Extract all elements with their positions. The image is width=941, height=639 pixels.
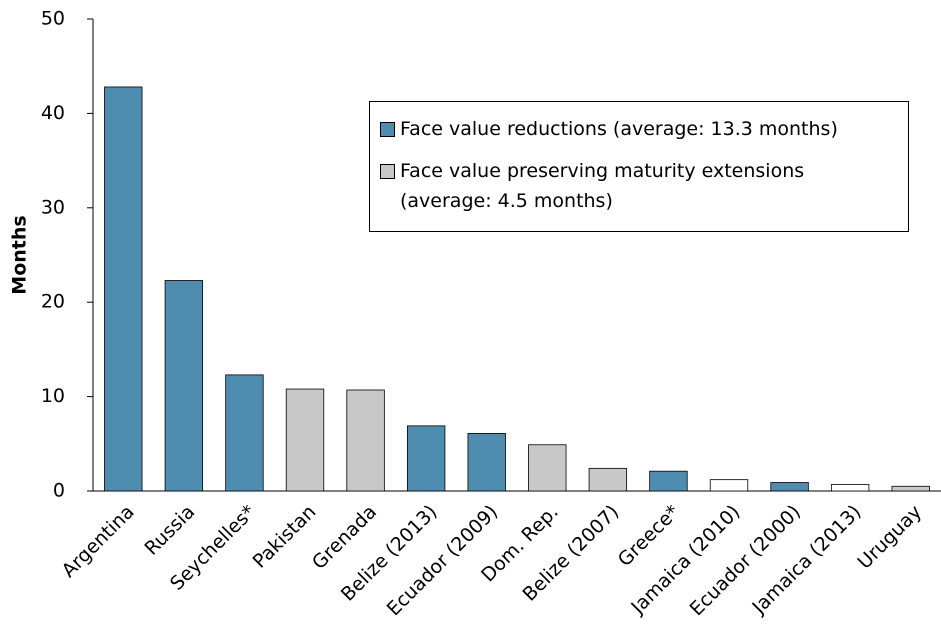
x-tick-label: Ecuador (2009) [383,501,502,620]
legend: Face value reductions (average: 13.3 mon… [369,101,909,232]
bar [285,388,325,492]
bar [649,470,688,492]
y-tick-label: 0 [53,480,65,502]
x-tick-label: Ecuador (2000) [686,501,805,620]
legend-entry: Face value preserving maturity extension… [376,156,902,216]
y-tick-label: 30 [41,196,65,218]
y-tick-label: 10 [41,385,65,407]
legend-swatch [380,164,395,179]
bar [406,425,446,492]
y-axis-title: Months [9,215,31,294]
x-tick-label: Jamaica (2010) [626,501,744,619]
y-tick-label: 40 [41,102,65,124]
legend-entry: Face value reductions (average: 13.3 mon… [376,114,902,144]
y-tick-label: 20 [41,291,65,313]
bar [588,467,628,492]
bar [164,280,204,492]
bar [467,433,506,492]
y-tick-label: 50 [41,8,65,30]
bar [346,389,385,492]
bar [225,374,264,492]
x-tick-label: Uruguay [853,501,926,574]
x-tick-label: Russia [141,501,200,560]
bar [104,86,143,492]
x-tick-label: Argentina [58,501,139,582]
legend-label: Face value reductions (average: 13.3 mon… [400,118,838,140]
legend-label: Face value preserving maturity extension… [400,160,805,212]
x-tick-label: Pakistan [249,501,321,573]
bar [891,485,930,492]
bar [830,483,870,492]
legend-swatch [380,122,395,137]
bar [528,444,567,492]
bar [709,479,749,492]
bar [770,482,809,492]
x-tick-label: Jamaica (2013) [747,501,865,619]
